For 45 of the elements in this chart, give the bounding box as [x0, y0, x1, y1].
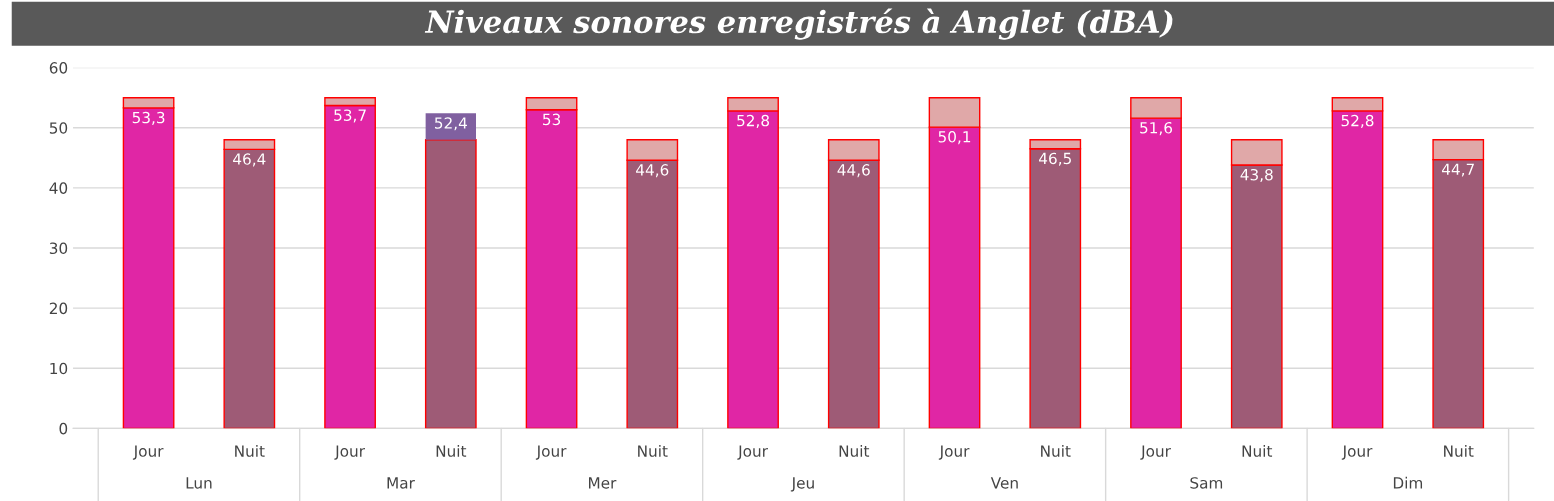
x-tick-label: Jour: [938, 445, 970, 460]
chart-title: Niveaux sonores enregistrés à Anglet (dBA): [424, 8, 1173, 40]
x-tick-label: Jour: [1341, 445, 1373, 460]
x-tick-label: Jour: [535, 445, 567, 460]
x-tick-label: Nuit: [1444, 445, 1474, 457]
y-tick-label: 40: [49, 182, 68, 194]
text: Jeu: [790, 477, 814, 492]
text: Mer: [589, 477, 617, 489]
y-tick-label: 30: [49, 242, 68, 255]
x-tick-label: Jour: [334, 445, 365, 460]
total-label: 52,4: [434, 117, 467, 131]
x-tick-label: Nuit: [839, 445, 870, 457]
text: Mar: [387, 477, 415, 489]
data-label: 43,8: [1240, 168, 1273, 183]
data-label: 52,8: [737, 114, 770, 128]
x-tick-label: Jour: [132, 445, 164, 460]
y-tick-label: 60: [49, 62, 68, 74]
data-label: 53,3: [132, 111, 165, 125]
text: Sam: [1190, 477, 1223, 489]
data-label: 44,6: [837, 164, 870, 178]
bar: [424, 139, 477, 429]
data-label: 53,7: [334, 109, 366, 123]
data-label: 51,6: [1140, 122, 1173, 136]
x-tick-label: Jour: [1140, 445, 1171, 460]
data-label: 53: [543, 113, 561, 126]
data-label: 46,5: [1039, 152, 1071, 166]
x-tick-label: Nuit: [1242, 445, 1273, 457]
x-tick-label: Nuit: [1041, 445, 1071, 457]
text: Ven: [990, 477, 1018, 489]
x-tick-label: Nuit: [638, 445, 668, 457]
y-tick-label: 10: [50, 362, 68, 375]
data-label: 52,8: [1341, 114, 1374, 128]
x-tick-label: Nuit: [436, 445, 467, 457]
x-tick-label: Nuit: [235, 445, 265, 457]
y-tick-label: 50: [49, 122, 68, 134]
bar: [425, 113, 477, 140]
data-label: 46,4: [233, 153, 266, 167]
data-label: 44,7: [1441, 163, 1474, 177]
text: Dim: [1393, 476, 1423, 489]
text: Lun: [186, 477, 212, 489]
y-tick-label: 20: [49, 302, 68, 315]
x-tick-label: Jour: [737, 445, 768, 460]
data-label: 50,1: [938, 131, 971, 145]
y-tick-label: 0: [59, 422, 68, 435]
data-label: 44,6: [636, 164, 669, 178]
